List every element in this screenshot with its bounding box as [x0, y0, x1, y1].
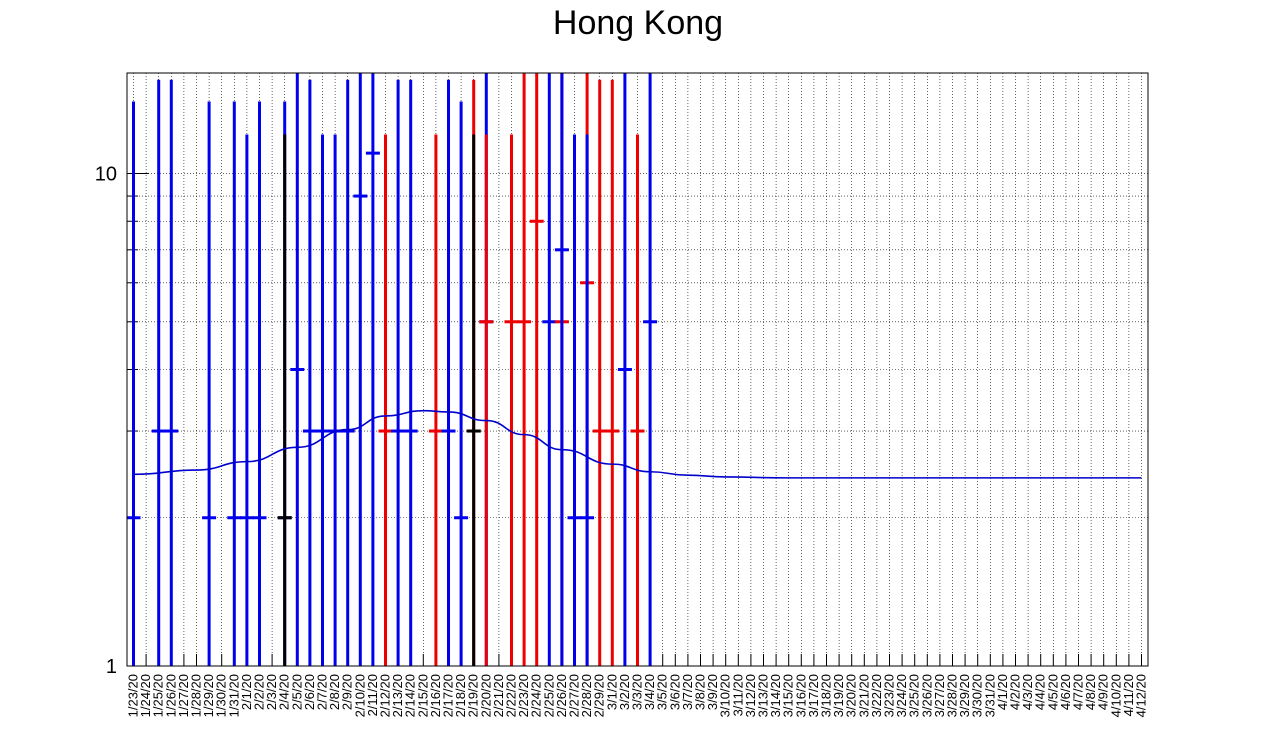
x-tick-label: 3/6/20 — [667, 674, 682, 710]
fit-line — [133, 409, 1142, 479]
x-tick-label: 2/23/20 — [516, 674, 531, 717]
x-tick-label: 4/5/20 — [1045, 674, 1060, 710]
x-tick-label: 4/2/20 — [1008, 674, 1023, 710]
x-tick-label: 4/1/20 — [995, 674, 1010, 710]
x-tick-label: 2/10/20 — [352, 674, 367, 717]
x-tick-label: 2/17/20 — [441, 674, 456, 717]
x-tick-label: 3/10/20 — [718, 674, 733, 717]
x-tick-label: 3/30/20 — [970, 674, 985, 717]
x-tick-label: 3/21/20 — [856, 674, 871, 717]
y-tick-label: 10 — [95, 164, 117, 186]
fit-curve — [133, 409, 1142, 479]
x-tick-label: 2/28/20 — [579, 674, 594, 717]
x-tick-label: 2/26/20 — [554, 674, 569, 717]
x-tick-label: 2/29/20 — [592, 674, 607, 717]
x-tick-label: 4/11/20 — [1121, 674, 1136, 716]
x-tick-label: 3/17/20 — [806, 674, 821, 717]
x-tick-label: 2/15/20 — [415, 674, 430, 717]
plot-frame — [126, 72, 1149, 667]
x-tick-label: 2/5/20 — [289, 674, 304, 710]
y-tick-label: 1 — [106, 656, 117, 678]
x-tick-label: 1/24/20 — [138, 674, 153, 717]
x-tick-label: 3/15/20 — [781, 674, 796, 717]
x-tick-label: 2/24/20 — [529, 674, 544, 717]
x-tick-label: 3/4/20 — [642, 674, 657, 710]
x-tick-label: 2/19/20 — [466, 674, 481, 717]
x-tick-label: 2/25/20 — [541, 674, 556, 717]
x-tick-label: 4/6/20 — [1058, 674, 1073, 710]
x-tick-label: 1/26/20 — [163, 674, 178, 717]
x-tick-label: 4/12/20 — [1134, 674, 1149, 717]
x-tick-label: 2/8/20 — [327, 674, 342, 710]
x-tick-label: 2/21/20 — [491, 674, 506, 717]
x-tick-label: 2/6/20 — [302, 674, 317, 710]
x-tick-label: 3/13/20 — [756, 674, 771, 717]
x-tick-label: 3/20/20 — [844, 674, 859, 717]
x-tick-label: 1/31/20 — [226, 674, 241, 717]
x-tick-label: 3/7/20 — [680, 674, 695, 710]
x-tick-label: 3/25/20 — [907, 674, 922, 717]
x-tick-label: 3/11/20 — [730, 674, 745, 716]
x-tick-label: 3/23/20 — [882, 674, 897, 717]
x-tick-label: 3/12/20 — [743, 674, 758, 717]
x-tick-label: 3/28/20 — [945, 674, 960, 717]
x-tick-label: 1/28/20 — [189, 674, 204, 717]
x-tick-label: 3/16/20 — [793, 674, 808, 717]
x-tick-label: 2/12/20 — [378, 674, 393, 717]
x-tick-label: 3/9/20 — [705, 674, 720, 710]
chart-title: Hong Kong — [552, 4, 724, 42]
x-tick-label: 2/11/20 — [365, 674, 380, 716]
axis-layer: 1/23/201/24/201/25/201/26/201/27/201/28/… — [95, 164, 1149, 718]
data-points — [126, 73, 658, 666]
x-tick-label: 3/14/20 — [768, 674, 783, 717]
x-tick-label: 2/22/20 — [504, 674, 519, 717]
x-tick-label: 2/18/20 — [453, 674, 468, 717]
x-tick-label: 2/9/20 — [340, 674, 355, 710]
x-tick-label: 1/30/20 — [214, 674, 229, 717]
x-tick-label: 4/3/20 — [1020, 674, 1035, 710]
x-tick-label: 3/2/20 — [617, 674, 632, 710]
x-tick-label: 2/1/20 — [239, 674, 254, 710]
x-tick-label: 3/3/20 — [630, 674, 645, 710]
x-tick-label: 2/14/20 — [403, 674, 418, 717]
x-tick-label: 3/18/20 — [819, 674, 834, 717]
x-tick-label: 3/22/20 — [869, 674, 884, 717]
x-tick-label: 3/31/20 — [982, 674, 997, 717]
x-tick-label: 1/23/20 — [126, 674, 141, 717]
x-tick-label: 3/26/20 — [919, 674, 934, 717]
x-tick-label: 3/5/20 — [655, 674, 670, 710]
x-tick-label: 2/4/20 — [277, 674, 292, 710]
x-tick-label: 4/4/20 — [1033, 674, 1048, 710]
x-tick-label: 3/1/20 — [604, 674, 619, 710]
x-tick-label: 3/27/20 — [932, 674, 947, 717]
x-tick-label: 3/19/20 — [831, 674, 846, 717]
x-tick-label: 2/13/20 — [390, 674, 405, 717]
x-tick-label: 1/25/20 — [151, 674, 166, 717]
x-tick-label: 4/9/20 — [1096, 674, 1111, 710]
x-tick-label: 2/16/20 — [428, 674, 443, 717]
x-tick-label: 4/8/20 — [1083, 674, 1098, 710]
x-tick-label: 2/2/20 — [252, 674, 267, 710]
x-tick-label: 3/24/20 — [894, 674, 909, 717]
x-tick-label: 1/29/20 — [201, 674, 216, 717]
x-tick-label: 3/8/20 — [693, 674, 708, 710]
x-tick-label: 2/7/20 — [315, 674, 330, 710]
x-tick-label: 4/10/20 — [1108, 674, 1123, 717]
x-tick-label: 2/20/20 — [478, 674, 493, 717]
x-tick-label: 4/7/20 — [1071, 674, 1086, 710]
x-tick-label: 1/27/20 — [176, 674, 191, 717]
x-tick-label: 2/3/20 — [264, 674, 279, 710]
x-tick-label: 3/29/20 — [957, 674, 972, 717]
x-tick-label: 2/27/20 — [567, 674, 582, 717]
